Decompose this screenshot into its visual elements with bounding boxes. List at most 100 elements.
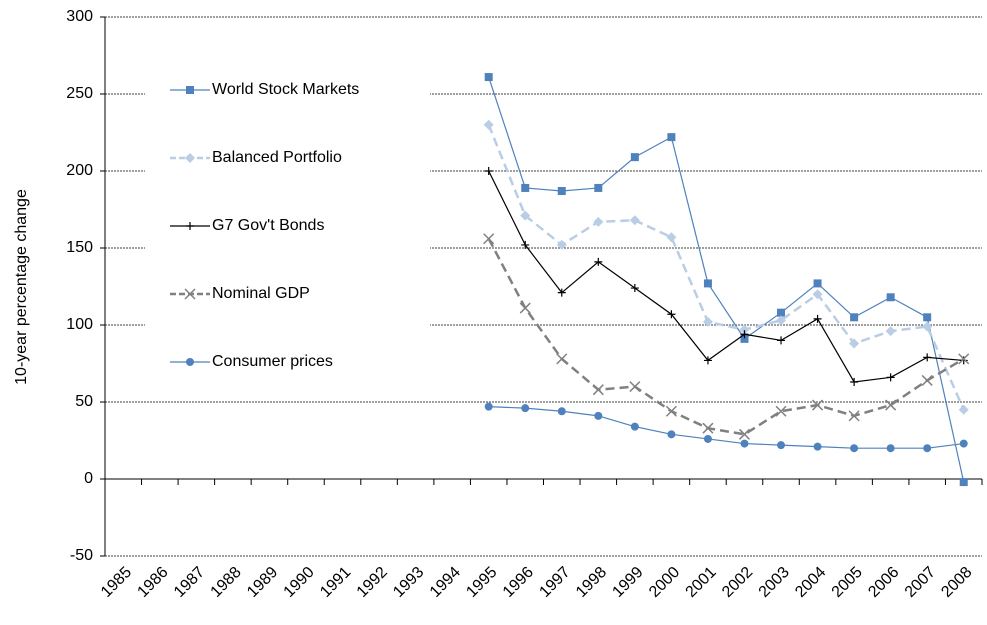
marker xyxy=(186,358,194,366)
marker xyxy=(484,402,493,411)
y-tick-label: -50 xyxy=(70,547,93,564)
y-tick-label: 50 xyxy=(75,393,93,410)
x-tick-label: 1990 xyxy=(281,564,318,601)
marker xyxy=(921,374,933,386)
marker xyxy=(593,216,604,227)
marker xyxy=(776,315,787,326)
marker xyxy=(557,187,566,196)
marker xyxy=(702,316,713,327)
marker xyxy=(666,232,677,243)
marker xyxy=(738,428,751,440)
x-tick-label: 1988 xyxy=(208,564,245,601)
legend-label: World Stock Markets xyxy=(212,81,359,98)
x-tick-label: 2007 xyxy=(902,564,939,601)
x-tick-label: 2005 xyxy=(829,564,866,601)
marker xyxy=(886,293,895,302)
marker xyxy=(703,434,712,443)
y-tick-label: 200 xyxy=(66,162,93,179)
marker xyxy=(922,321,933,332)
x-tick-label: 2000 xyxy=(646,564,683,601)
legend-label: Balanced Portfolio xyxy=(212,149,342,166)
marker xyxy=(885,326,896,337)
marker xyxy=(483,233,495,245)
x-tick-label: 2006 xyxy=(865,564,902,601)
marker xyxy=(521,183,530,192)
x-tick-label: 1986 xyxy=(134,564,171,601)
marker xyxy=(850,313,859,322)
y-tick-label: 100 xyxy=(66,316,93,333)
marker xyxy=(849,338,860,349)
marker xyxy=(592,384,604,396)
marker xyxy=(519,302,531,314)
marker xyxy=(630,153,639,162)
marker xyxy=(923,353,932,362)
x-tick-label: 1987 xyxy=(171,564,208,601)
x-tick-label: 1993 xyxy=(390,564,427,601)
x-tick-label: 1992 xyxy=(354,564,391,601)
legend-label: Consumer prices xyxy=(212,353,333,370)
marker xyxy=(483,119,494,130)
marker xyxy=(557,288,566,297)
marker xyxy=(556,353,568,365)
marker xyxy=(185,153,195,163)
marker xyxy=(886,373,895,382)
x-tick-label: 2001 xyxy=(683,564,720,601)
marker xyxy=(630,422,639,431)
legend-label: Nominal GDP xyxy=(212,285,310,302)
marker xyxy=(703,356,712,365)
marker xyxy=(184,288,196,300)
marker xyxy=(812,399,824,411)
marker xyxy=(594,183,603,192)
x-tick-label: 1997 xyxy=(536,564,573,601)
marker xyxy=(958,404,969,415)
x-tick-label: 2004 xyxy=(792,564,829,601)
marker xyxy=(186,222,194,230)
x-tick-label: 2002 xyxy=(719,564,756,601)
marker xyxy=(594,257,603,266)
y-tick-label: 250 xyxy=(66,85,93,102)
marker xyxy=(885,399,897,411)
marker xyxy=(886,444,895,453)
marker xyxy=(848,410,860,422)
marker xyxy=(667,310,676,319)
x-tick-label: 1998 xyxy=(573,564,610,601)
marker xyxy=(739,324,750,335)
marker xyxy=(630,284,639,293)
marker xyxy=(186,86,194,94)
series-line xyxy=(488,406,964,449)
marker xyxy=(521,240,530,249)
marker xyxy=(556,239,567,250)
x-tick-label: 1991 xyxy=(317,564,354,601)
x-tick-label: 2003 xyxy=(756,564,793,601)
marker xyxy=(703,279,712,288)
marker xyxy=(667,133,676,142)
marker xyxy=(594,411,603,420)
legend-background xyxy=(145,65,430,385)
marker xyxy=(557,407,566,416)
y-tick-label: 150 xyxy=(66,239,93,256)
marker xyxy=(702,422,714,434)
x-tick-label: 1996 xyxy=(500,564,537,601)
marker xyxy=(923,444,932,453)
marker xyxy=(958,353,970,365)
marker xyxy=(813,442,822,451)
x-tick-label: 1989 xyxy=(244,564,281,601)
marker xyxy=(775,405,787,417)
x-tick-label: 1995 xyxy=(463,564,500,601)
marker xyxy=(484,73,493,82)
marker xyxy=(813,279,822,288)
marker xyxy=(777,308,786,317)
legend: World Stock Markets Balanced Portfolio G7 … xyxy=(145,65,430,385)
marker xyxy=(520,210,531,221)
marker xyxy=(812,289,823,300)
y-axis-title: 10-year percentage change xyxy=(13,189,30,385)
marker xyxy=(923,313,932,322)
marker xyxy=(521,404,530,413)
marker xyxy=(850,377,859,386)
x-tick-label: 1985 xyxy=(98,564,135,601)
marker xyxy=(777,441,786,450)
marker xyxy=(629,381,641,393)
marker xyxy=(813,314,822,323)
marker xyxy=(959,356,968,365)
